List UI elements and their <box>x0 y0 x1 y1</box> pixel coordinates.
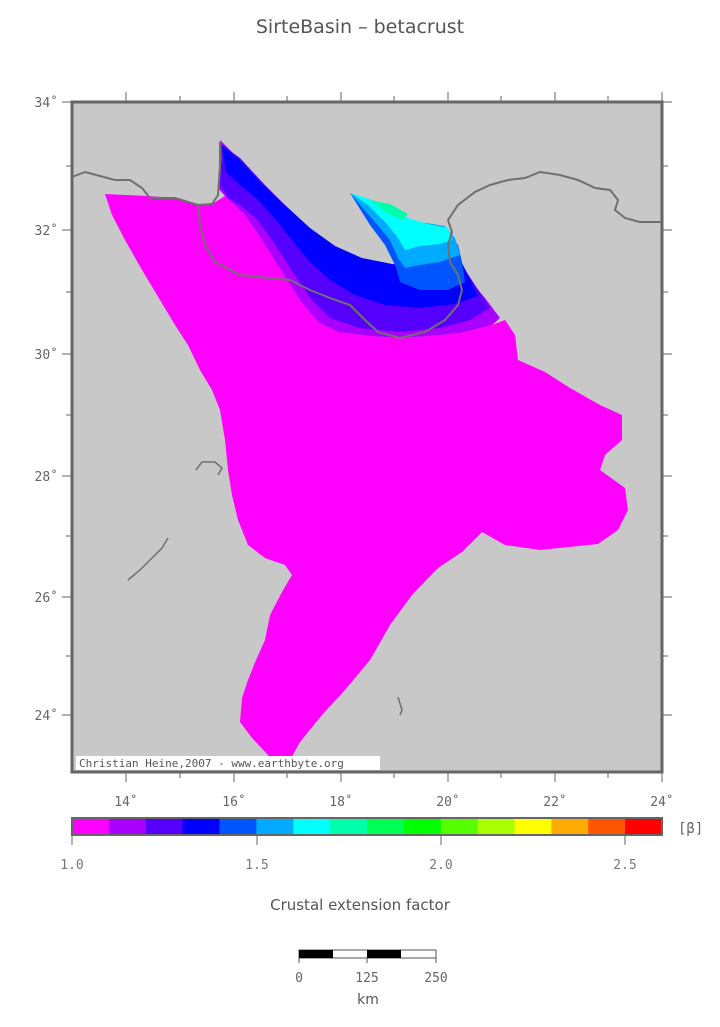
colorbar-frame <box>71 817 663 836</box>
scale-label: 250 <box>424 971 447 986</box>
credit-text: Christian Heine,2007 - www.earthbyte.org <box>79 757 344 770</box>
colorbar-tick-label: 2.0 <box>429 858 452 873</box>
colorbar-unit: [β] <box>678 821 703 837</box>
scale-label: 0 <box>295 971 303 986</box>
colorbar-tick-label: 1.5 <box>245 858 268 873</box>
scale-bar <box>298 949 437 963</box>
colorbar-cell <box>145 818 184 835</box>
colorbar-cell <box>72 818 110 835</box>
colorbar-cell <box>551 818 589 835</box>
colorbar-cell <box>219 818 257 835</box>
lat-label: 24˚ <box>35 708 58 724</box>
colorbar-caption: Crustal extension factor <box>270 896 450 914</box>
colorbar-cell <box>293 818 331 835</box>
colorbar-cell <box>182 818 220 835</box>
scale-label: 125 <box>355 971 378 986</box>
colorbar-cell <box>330 818 368 835</box>
zone-beta-1-7 <box>370 200 408 220</box>
colorbar <box>72 818 663 835</box>
colorbar-cell <box>403 818 442 835</box>
lat-label: 26˚ <box>35 590 58 606</box>
lat-label: 32˚ <box>35 223 58 239</box>
colorbar-cell <box>367 818 405 835</box>
lon-label: 22˚ <box>543 794 566 810</box>
lat-labels: 34˚ 32˚ 30˚ 28˚ 26˚ 24˚ <box>35 95 58 724</box>
colorbar-tick-label: 2.5 <box>613 858 636 873</box>
colorbar-cell <box>588 818 626 835</box>
credit-box <box>76 756 380 770</box>
zone-beta-1-6 <box>350 193 452 250</box>
colorbar-tick-label: 1.0 <box>60 858 83 873</box>
map-frame <box>70 100 664 774</box>
colorbar-cell <box>514 818 552 835</box>
colorbar-tick-labels: 1.0 1.5 2.0 2.5 <box>60 858 636 873</box>
colorbar-ticks <box>71 835 626 845</box>
lon-label: 24˚ <box>650 794 673 810</box>
basin-zones <box>105 140 628 768</box>
colorbar-cell <box>108 818 147 835</box>
lat-label: 30˚ <box>35 347 58 363</box>
lat-label: 28˚ <box>35 469 58 485</box>
lon-label: 16˚ <box>222 794 245 810</box>
colorbar-cell <box>477 818 515 835</box>
lon-label: 20˚ <box>436 794 459 810</box>
lon-labels: 14˚ 16˚ 18˚ 20˚ 22˚ 24˚ <box>114 794 673 810</box>
scale-unit: km <box>357 992 379 1008</box>
lon-label: 18˚ <box>329 794 352 810</box>
lon-label: 14˚ <box>114 794 137 810</box>
colorbar-cell <box>440 818 479 835</box>
colorbar-cell <box>256 818 294 835</box>
coastline <box>71 142 662 716</box>
scale-labels: 0 125 250 <box>295 971 448 986</box>
lat-label: 34˚ <box>35 95 58 111</box>
zone-beta-1-0 <box>105 194 628 768</box>
colorbar-cell <box>625 818 663 835</box>
map-title: SirteBasin – betacrust <box>255 16 465 38</box>
axis-ticks <box>62 92 672 782</box>
